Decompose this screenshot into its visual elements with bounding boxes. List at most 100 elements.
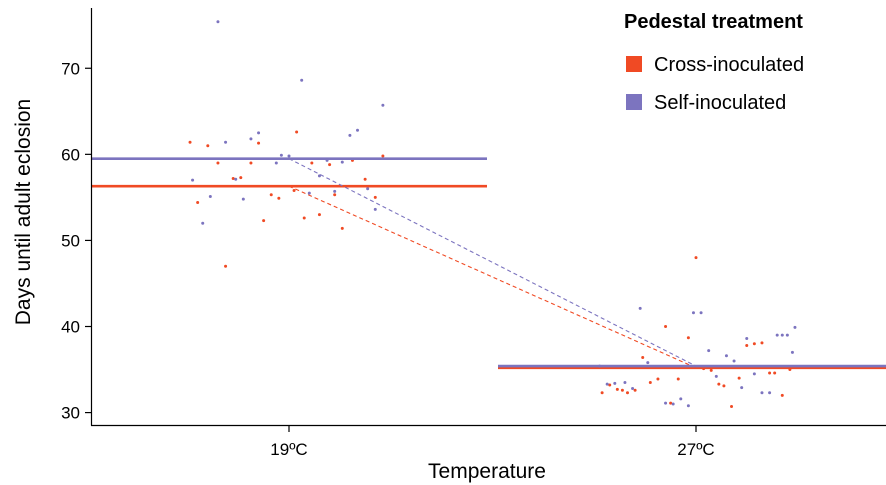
data-point xyxy=(699,311,703,315)
data-point xyxy=(664,401,668,405)
data-point xyxy=(381,154,385,158)
data-point xyxy=(780,393,784,397)
data-point xyxy=(340,226,344,230)
data-point xyxy=(381,103,385,107)
data-point xyxy=(307,191,311,195)
data-point xyxy=(208,195,212,199)
trend-line xyxy=(288,158,697,367)
data-point xyxy=(333,189,337,193)
data-point xyxy=(292,188,296,192)
data-point xyxy=(239,176,243,180)
data-point xyxy=(780,333,784,337)
data-point xyxy=(216,20,220,24)
data-point xyxy=(287,154,291,158)
data-point xyxy=(234,177,238,181)
y-tick-label: 40 xyxy=(61,318,80,337)
legend-label: Self-inoculated xyxy=(654,92,786,114)
data-point xyxy=(302,216,306,220)
data-point xyxy=(633,388,637,392)
data-point xyxy=(605,382,609,386)
data-point xyxy=(664,325,668,329)
data-point xyxy=(740,386,744,390)
trend-line xyxy=(288,185,697,369)
data-point xyxy=(191,178,195,182)
y-ticks: 30 40 50 60 70 xyxy=(61,59,92,423)
data-point xyxy=(676,377,680,381)
data-point xyxy=(790,350,794,354)
data-point xyxy=(615,387,619,391)
data-point xyxy=(785,333,789,337)
legend-title: Pedestal treatment xyxy=(624,11,803,33)
data-point xyxy=(373,207,377,211)
data-point xyxy=(363,177,367,181)
data-point xyxy=(310,161,314,165)
data-point xyxy=(613,381,617,385)
data-point xyxy=(730,405,734,409)
data-point xyxy=(340,160,344,164)
data-point xyxy=(648,380,652,384)
data-point xyxy=(600,391,604,395)
data-point xyxy=(775,333,779,337)
data-point xyxy=(623,380,627,384)
data-point xyxy=(206,144,210,148)
data-point xyxy=(366,187,370,191)
data-point xyxy=(709,368,713,372)
legend-swatch xyxy=(626,56,642,72)
data-point xyxy=(356,128,360,132)
data-point xyxy=(714,374,718,378)
legend-label: Cross-inoculated xyxy=(654,54,804,76)
y-tick-label: 30 xyxy=(61,404,80,423)
data-point xyxy=(262,219,266,223)
data-point xyxy=(745,337,749,341)
data-point xyxy=(646,361,650,365)
data-point xyxy=(638,306,642,310)
data-point xyxy=(752,372,756,376)
data-point xyxy=(686,404,690,408)
y-tick-label: 50 xyxy=(61,231,80,250)
data-point xyxy=(333,193,337,197)
data-point xyxy=(373,195,377,199)
series-self-inoculated xyxy=(91,20,886,408)
data-point xyxy=(625,391,629,395)
data-point xyxy=(724,354,728,358)
data-point xyxy=(224,140,228,144)
y-tick-label: 60 xyxy=(61,145,80,164)
data-point xyxy=(224,264,228,268)
data-point xyxy=(732,359,736,363)
series-layer xyxy=(91,20,886,409)
data-point xyxy=(196,201,200,205)
data-point xyxy=(188,140,192,144)
data-point xyxy=(707,349,711,353)
data-point xyxy=(745,343,749,347)
data-point xyxy=(669,401,673,405)
data-point xyxy=(274,161,278,165)
data-point xyxy=(722,384,726,388)
data-point xyxy=(249,137,253,141)
data-point xyxy=(768,371,772,375)
data-point xyxy=(793,325,797,329)
data-point xyxy=(277,196,281,200)
y-axis-title: Days until adult eclosion xyxy=(12,99,35,325)
data-point xyxy=(737,376,741,380)
data-point xyxy=(694,256,698,260)
data-point xyxy=(768,391,772,395)
data-point xyxy=(241,197,245,201)
x-axis-title: Temperature xyxy=(428,460,546,483)
y-tick-label: 70 xyxy=(61,59,80,78)
data-point xyxy=(620,388,624,392)
x-tick-label: 19ºC xyxy=(270,440,307,459)
data-point xyxy=(631,386,635,390)
data-point xyxy=(717,382,721,386)
x-tick-label: 27ºC xyxy=(677,440,714,459)
data-point xyxy=(249,161,253,165)
series-cross-inoculated xyxy=(91,130,886,409)
data-point xyxy=(300,78,304,82)
data-point xyxy=(608,383,612,387)
data-point xyxy=(216,161,220,165)
data-point xyxy=(752,342,756,346)
data-point xyxy=(641,355,645,359)
data-point xyxy=(671,402,675,406)
data-point xyxy=(269,193,273,197)
data-point xyxy=(691,311,695,315)
